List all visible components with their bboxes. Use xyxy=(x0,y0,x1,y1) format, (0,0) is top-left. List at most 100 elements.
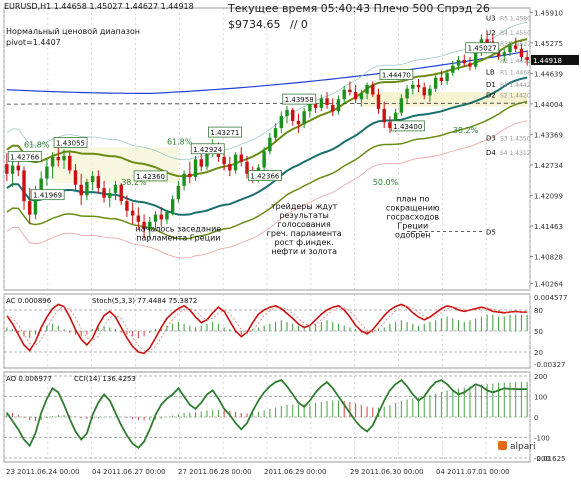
pivot-level-name: D5 xyxy=(486,228,496,236)
candle-body xyxy=(376,94,381,109)
y-tick-label: 1.44639 xyxy=(534,70,563,78)
pivot-level-value: R2 1.4492 xyxy=(500,58,531,65)
candle-body xyxy=(319,98,324,108)
candle-body xyxy=(262,151,266,168)
pivot-level-value: R5 1.4580 xyxy=(500,16,531,23)
candle-body xyxy=(62,155,66,161)
y-tick-label: 1.45910 xyxy=(534,9,563,17)
stoch-main-line xyxy=(6,303,528,355)
candle-body xyxy=(153,214,158,222)
panel3-tick-label: 200 xyxy=(534,373,547,381)
candle-body xyxy=(508,45,512,53)
candle-body xyxy=(85,181,89,196)
candle-body xyxy=(68,155,72,171)
stoch-label: Stoch(5,3,3) 77.4484 75.3872 xyxy=(92,297,197,305)
pivot-level-value: S3 1.4350 xyxy=(500,136,531,143)
cci-line xyxy=(6,378,528,449)
account-balance: $9734.65 xyxy=(228,18,281,31)
candle-body xyxy=(273,128,278,138)
candle-body xyxy=(182,173,186,186)
price-label-box xyxy=(7,150,42,162)
candle-body xyxy=(405,88,409,99)
annotation-text: трейдеры ждут xyxy=(271,202,338,211)
candle-body xyxy=(233,154,238,171)
candle-body xyxy=(433,77,438,89)
channel-outer-upper-line xyxy=(6,21,528,160)
candle-body xyxy=(285,109,289,117)
x-tick-label: 23 2011.06.24 00:00 xyxy=(6,468,80,476)
candle-body xyxy=(382,108,386,123)
panel2-tick-label: -0.00327 xyxy=(534,361,565,369)
candle-body xyxy=(353,92,358,100)
candle-body xyxy=(399,98,404,113)
ma-blue-line xyxy=(6,50,528,94)
candle-body xyxy=(291,109,295,121)
candle-body xyxy=(56,156,61,161)
candle-body xyxy=(28,201,32,215)
annotation-text: голосования xyxy=(278,220,331,229)
candle-body xyxy=(96,176,101,189)
alpari-logo-text: alpari xyxy=(510,442,536,452)
candle-body xyxy=(336,99,341,112)
ao-label: AO 0.006977 xyxy=(6,375,52,383)
candle-body xyxy=(10,165,15,174)
price-label-box xyxy=(282,93,317,105)
pivot-level-value: R1 1.4468 xyxy=(500,69,531,76)
annotation-text: нефти и золота xyxy=(271,247,337,256)
candle-body xyxy=(496,50,501,57)
candle-body xyxy=(279,116,284,129)
pivot-level-value: S2 1.4420 xyxy=(500,92,531,99)
pivot-level-value: S4 1.4312 xyxy=(500,150,531,157)
panel3-tick-label: 0 xyxy=(534,414,538,422)
candle-body xyxy=(485,39,489,45)
alpari-logo-icon xyxy=(498,441,507,450)
fib-label: 38.2% xyxy=(453,126,479,135)
candle-body xyxy=(108,192,112,198)
candle-body xyxy=(113,184,118,193)
annotation-text: началось заседание xyxy=(136,225,222,234)
candle-body xyxy=(148,221,152,229)
candle-body xyxy=(513,45,518,49)
y-tick-label: 1.44004 xyxy=(534,101,563,109)
annotation-text: парламента Греции xyxy=(136,234,220,243)
candle-body xyxy=(422,87,426,96)
price-label: 1.41969 xyxy=(33,192,62,200)
candle-body xyxy=(365,84,369,94)
y-tick-label: 1.40264 xyxy=(534,281,563,289)
server-time: Текущее время 05:40:43 Плечо 500 Спрэд 2… xyxy=(228,2,490,15)
candle-body xyxy=(342,89,346,100)
candle-body xyxy=(16,165,21,171)
candle-body xyxy=(325,98,329,106)
stoch-signal-line xyxy=(6,305,528,352)
candle-body xyxy=(39,178,43,192)
price-label-box xyxy=(390,120,425,132)
x-tick-label: 27 2011.06.28 00:00 xyxy=(178,468,252,476)
candle-body xyxy=(359,93,364,100)
candle-body xyxy=(130,210,135,216)
panel2-tick-label: 20 xyxy=(534,349,543,357)
price-label: 1.42360 xyxy=(136,173,165,181)
price-label: 1.45027 xyxy=(468,45,497,53)
price-label-box xyxy=(30,189,65,201)
x-tick-label: 29 2011.06.30 00:00 xyxy=(350,468,424,476)
y-tick-label: 1.43369 xyxy=(534,131,563,139)
candle-body xyxy=(188,173,192,178)
candle-body xyxy=(79,184,83,196)
price-label-box xyxy=(379,69,414,80)
current-price-label: 1.44918 xyxy=(533,57,562,65)
price-label: 1.44470 xyxy=(382,72,411,80)
panel3-tick-label: -100 xyxy=(534,435,550,443)
y-tick-label: 1.42734 xyxy=(534,162,563,170)
candle-body xyxy=(102,188,106,198)
candle-body xyxy=(445,72,449,82)
pivot-level-name: D3 xyxy=(486,135,496,143)
pivot-level-name: LB xyxy=(486,68,495,76)
y-tick-label: 1.41463 xyxy=(534,223,563,231)
channel-outer-lower-line xyxy=(6,120,528,259)
candle-body xyxy=(313,104,318,108)
y-tick-label: 1.40828 xyxy=(534,253,563,261)
x-tick-label: 04 2011.07.01 00:00 xyxy=(436,468,510,476)
candle-body xyxy=(439,77,444,82)
